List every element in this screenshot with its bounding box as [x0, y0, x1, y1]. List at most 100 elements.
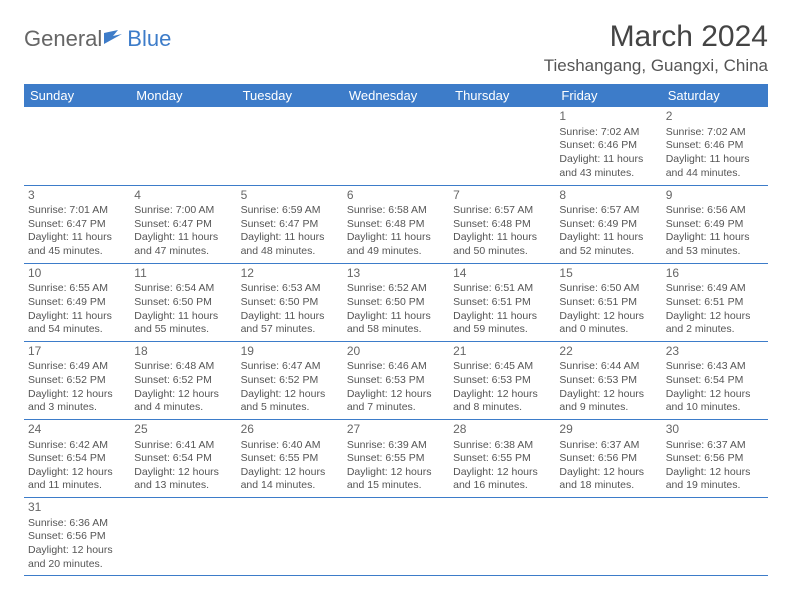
calendar-empty-cell	[24, 107, 130, 185]
calendar-week-row: 1Sunrise: 7:02 AM Sunset: 6:46 PM Daylight…	[24, 107, 768, 185]
calendar-week-row: 24Sunrise: 6:42 AMSunset: 6:54 PMDayligh…	[24, 419, 768, 497]
day-number: 12	[241, 266, 339, 282]
sunset-text: Sunset: 6:51 PM	[666, 296, 764, 310]
calendar-day-cell: 1Sunrise: 7:02 AMSunset: 6:46 PMDaylight…	[555, 107, 661, 185]
day-number: 1	[559, 109, 657, 125]
sunrise-text: Sunrise: 6:40 AM	[241, 439, 339, 453]
daylight-text: Daylight: 12 hours and 2 minutes.	[666, 310, 764, 337]
daylight-text: Daylight: 12 hours and 10 minutes.	[666, 388, 764, 415]
calendar-day-cell: 21Sunrise: 6:45 AMSunset: 6:53 PMDayligh…	[449, 341, 555, 419]
daylight-text: Daylight: 11 hours and 59 minutes.	[453, 310, 551, 337]
daylight-text: Daylight: 12 hours and 19 minutes.	[666, 466, 764, 493]
daylight-text: Daylight: 12 hours and 18 minutes.	[559, 466, 657, 493]
calendar-week-row: 10Sunrise: 6:55 AMSunset: 6:49 PMDayligh…	[24, 263, 768, 341]
daylight-text: Daylight: 11 hours and 43 minutes.	[559, 153, 657, 180]
calendar-empty-cell	[237, 107, 343, 185]
sunrise-text: Sunrise: 6:54 AM	[134, 282, 232, 296]
sunset-text: Sunset: 6:53 PM	[347, 374, 445, 388]
daylight-text: Daylight: 12 hours and 11 minutes.	[28, 466, 126, 493]
sunrise-text: Sunrise: 6:44 AM	[559, 360, 657, 374]
sunrise-text: Sunrise: 6:49 AM	[666, 282, 764, 296]
sunrise-text: Sunrise: 7:02 AM	[559, 126, 657, 140]
sunset-text: Sunset: 6:48 PM	[453, 218, 551, 232]
calendar-day-cell: 3Sunrise: 7:01 AMSunset: 6:47 PMDaylight…	[24, 185, 130, 263]
calendar-day-cell: 17Sunrise: 6:49 AMSunset: 6:52 PMDayligh…	[24, 341, 130, 419]
daylight-text: Daylight: 12 hours and 3 minutes.	[28, 388, 126, 415]
sunset-text: Sunset: 6:56 PM	[666, 452, 764, 466]
sunrise-text: Sunrise: 6:45 AM	[453, 360, 551, 374]
sunrise-text: Sunrise: 6:38 AM	[453, 439, 551, 453]
day-number: 13	[347, 266, 445, 282]
sunset-text: Sunset: 6:48 PM	[347, 218, 445, 232]
day-number: 27	[347, 422, 445, 438]
day-number: 14	[453, 266, 551, 282]
sunset-text: Sunset: 6:53 PM	[453, 374, 551, 388]
calendar-week-row: 31Sunrise: 6:36 AMSunset: 6:56 PMDayligh…	[24, 498, 768, 576]
day-number: 7	[453, 188, 551, 204]
daylight-text: Daylight: 11 hours and 45 minutes.	[28, 231, 126, 258]
day-number: 2	[666, 109, 764, 125]
calendar-day-cell: 4Sunrise: 7:00 AMSunset: 6:47 PMDaylight…	[130, 185, 236, 263]
calendar-day-cell: 24Sunrise: 6:42 AMSunset: 6:54 PMDayligh…	[24, 419, 130, 497]
logo-flag-icon	[104, 26, 126, 52]
sunset-text: Sunset: 6:56 PM	[28, 530, 126, 544]
day-number: 24	[28, 422, 126, 438]
calendar-empty-cell	[130, 107, 236, 185]
calendar-day-cell: 8Sunrise: 6:57 AMSunset: 6:49 PMDaylight…	[555, 185, 661, 263]
sunset-text: Sunset: 6:46 PM	[666, 139, 764, 153]
sunrise-text: Sunrise: 7:01 AM	[28, 204, 126, 218]
daylight-text: Daylight: 11 hours and 58 minutes.	[347, 310, 445, 337]
calendar-body: 1Sunrise: 7:02 AM Sunset: 6:46 PM Daylight…	[24, 107, 768, 576]
sunset-text: Sunset: 6:54 PM	[28, 452, 126, 466]
sunrise-text: Sunrise: 6:43 AM	[666, 360, 764, 374]
daylight-text: Daylight: 11 hours and 52 minutes.	[559, 231, 657, 258]
sunrise-text: Sunrise: 6:48 AM	[134, 360, 232, 374]
daylight-text: Daylight: 12 hours and 15 minutes.	[347, 466, 445, 493]
calendar-day-cell: 26Sunrise: 6:40 AMSunset: 6:55 PMDayligh…	[237, 419, 343, 497]
sunrise-text: Sunrise: 6:56 AM	[666, 204, 764, 218]
sunrise-text: Sunrise: 6:58 AM	[347, 204, 445, 218]
sunset-text: Sunset: 6:49 PM	[28, 296, 126, 310]
daylight-text: Daylight: 12 hours and 4 minutes.	[134, 388, 232, 415]
sunrise-text: Sunrise: 6:36 AM	[28, 517, 126, 531]
sunset-text: Sunset: 6:47 PM	[241, 218, 339, 232]
day-number: 9	[666, 188, 764, 204]
calendar-empty-cell	[237, 498, 343, 576]
sunset-text: Sunset: 6:50 PM	[134, 296, 232, 310]
daylight-text: Daylight: 12 hours and 16 minutes.	[453, 466, 551, 493]
daylight-text: Daylight: 11 hours and 54 minutes.	[28, 310, 126, 337]
weekday-header: Saturday	[662, 84, 768, 107]
day-number: 20	[347, 344, 445, 360]
calendar-table: SundayMondayTuesdayWednesdayThursdayFrid…	[24, 84, 768, 576]
calendar-day-cell: 27Sunrise: 6:39 AMSunset: 6:55 PMDayligh…	[343, 419, 449, 497]
day-number: 11	[134, 266, 232, 282]
sunset-text: Sunset: 6:49 PM	[559, 218, 657, 232]
calendar-day-cell: 18Sunrise: 6:48 AMSunset: 6:52 PMDayligh…	[130, 341, 236, 419]
logo-text-blue: Blue	[127, 26, 171, 52]
sunrise-text: Sunrise: 6:46 AM	[347, 360, 445, 374]
calendar-week-row: 17Sunrise: 6:49 AMSunset: 6:52 PMDayligh…	[24, 341, 768, 419]
sunset-text: Sunset: 6:50 PM	[241, 296, 339, 310]
sunset-text: Sunset: 6:47 PM	[28, 218, 126, 232]
sunrise-text: Sunrise: 6:59 AM	[241, 204, 339, 218]
sunset-text: Sunset: 6:53 PM	[559, 374, 657, 388]
calendar-day-cell: 29Sunrise: 6:37 AMSunset: 6:56 PMDayligh…	[555, 419, 661, 497]
calendar-day-cell: 15Sunrise: 6:50 AMSunset: 6:51 PMDayligh…	[555, 263, 661, 341]
sunset-text: Sunset: 6:47 PM	[134, 218, 232, 232]
calendar-day-cell: 25Sunrise: 6:41 AMSunset: 6:54 PMDayligh…	[130, 419, 236, 497]
month-title: March 2024	[544, 20, 768, 54]
weekday-header: Friday	[555, 84, 661, 107]
sunrise-text: Sunrise: 6:51 AM	[453, 282, 551, 296]
day-number: 29	[559, 422, 657, 438]
sunset-text: Sunset: 6:51 PM	[559, 296, 657, 310]
daylight-text: Daylight: 12 hours and 5 minutes.	[241, 388, 339, 415]
calendar-day-cell: 20Sunrise: 6:46 AMSunset: 6:53 PMDayligh…	[343, 341, 449, 419]
day-number: 19	[241, 344, 339, 360]
daylight-text: Daylight: 12 hours and 13 minutes.	[134, 466, 232, 493]
daylight-text: Daylight: 11 hours and 53 minutes.	[666, 231, 764, 258]
sunset-text: Sunset: 6:52 PM	[134, 374, 232, 388]
sunrise-text: Sunrise: 7:00 AM	[134, 204, 232, 218]
day-number: 23	[666, 344, 764, 360]
calendar-day-cell: 2Sunrise: 7:02 AMSunset: 6:46 PMDaylight…	[662, 107, 768, 185]
sunset-text: Sunset: 6:55 PM	[241, 452, 339, 466]
